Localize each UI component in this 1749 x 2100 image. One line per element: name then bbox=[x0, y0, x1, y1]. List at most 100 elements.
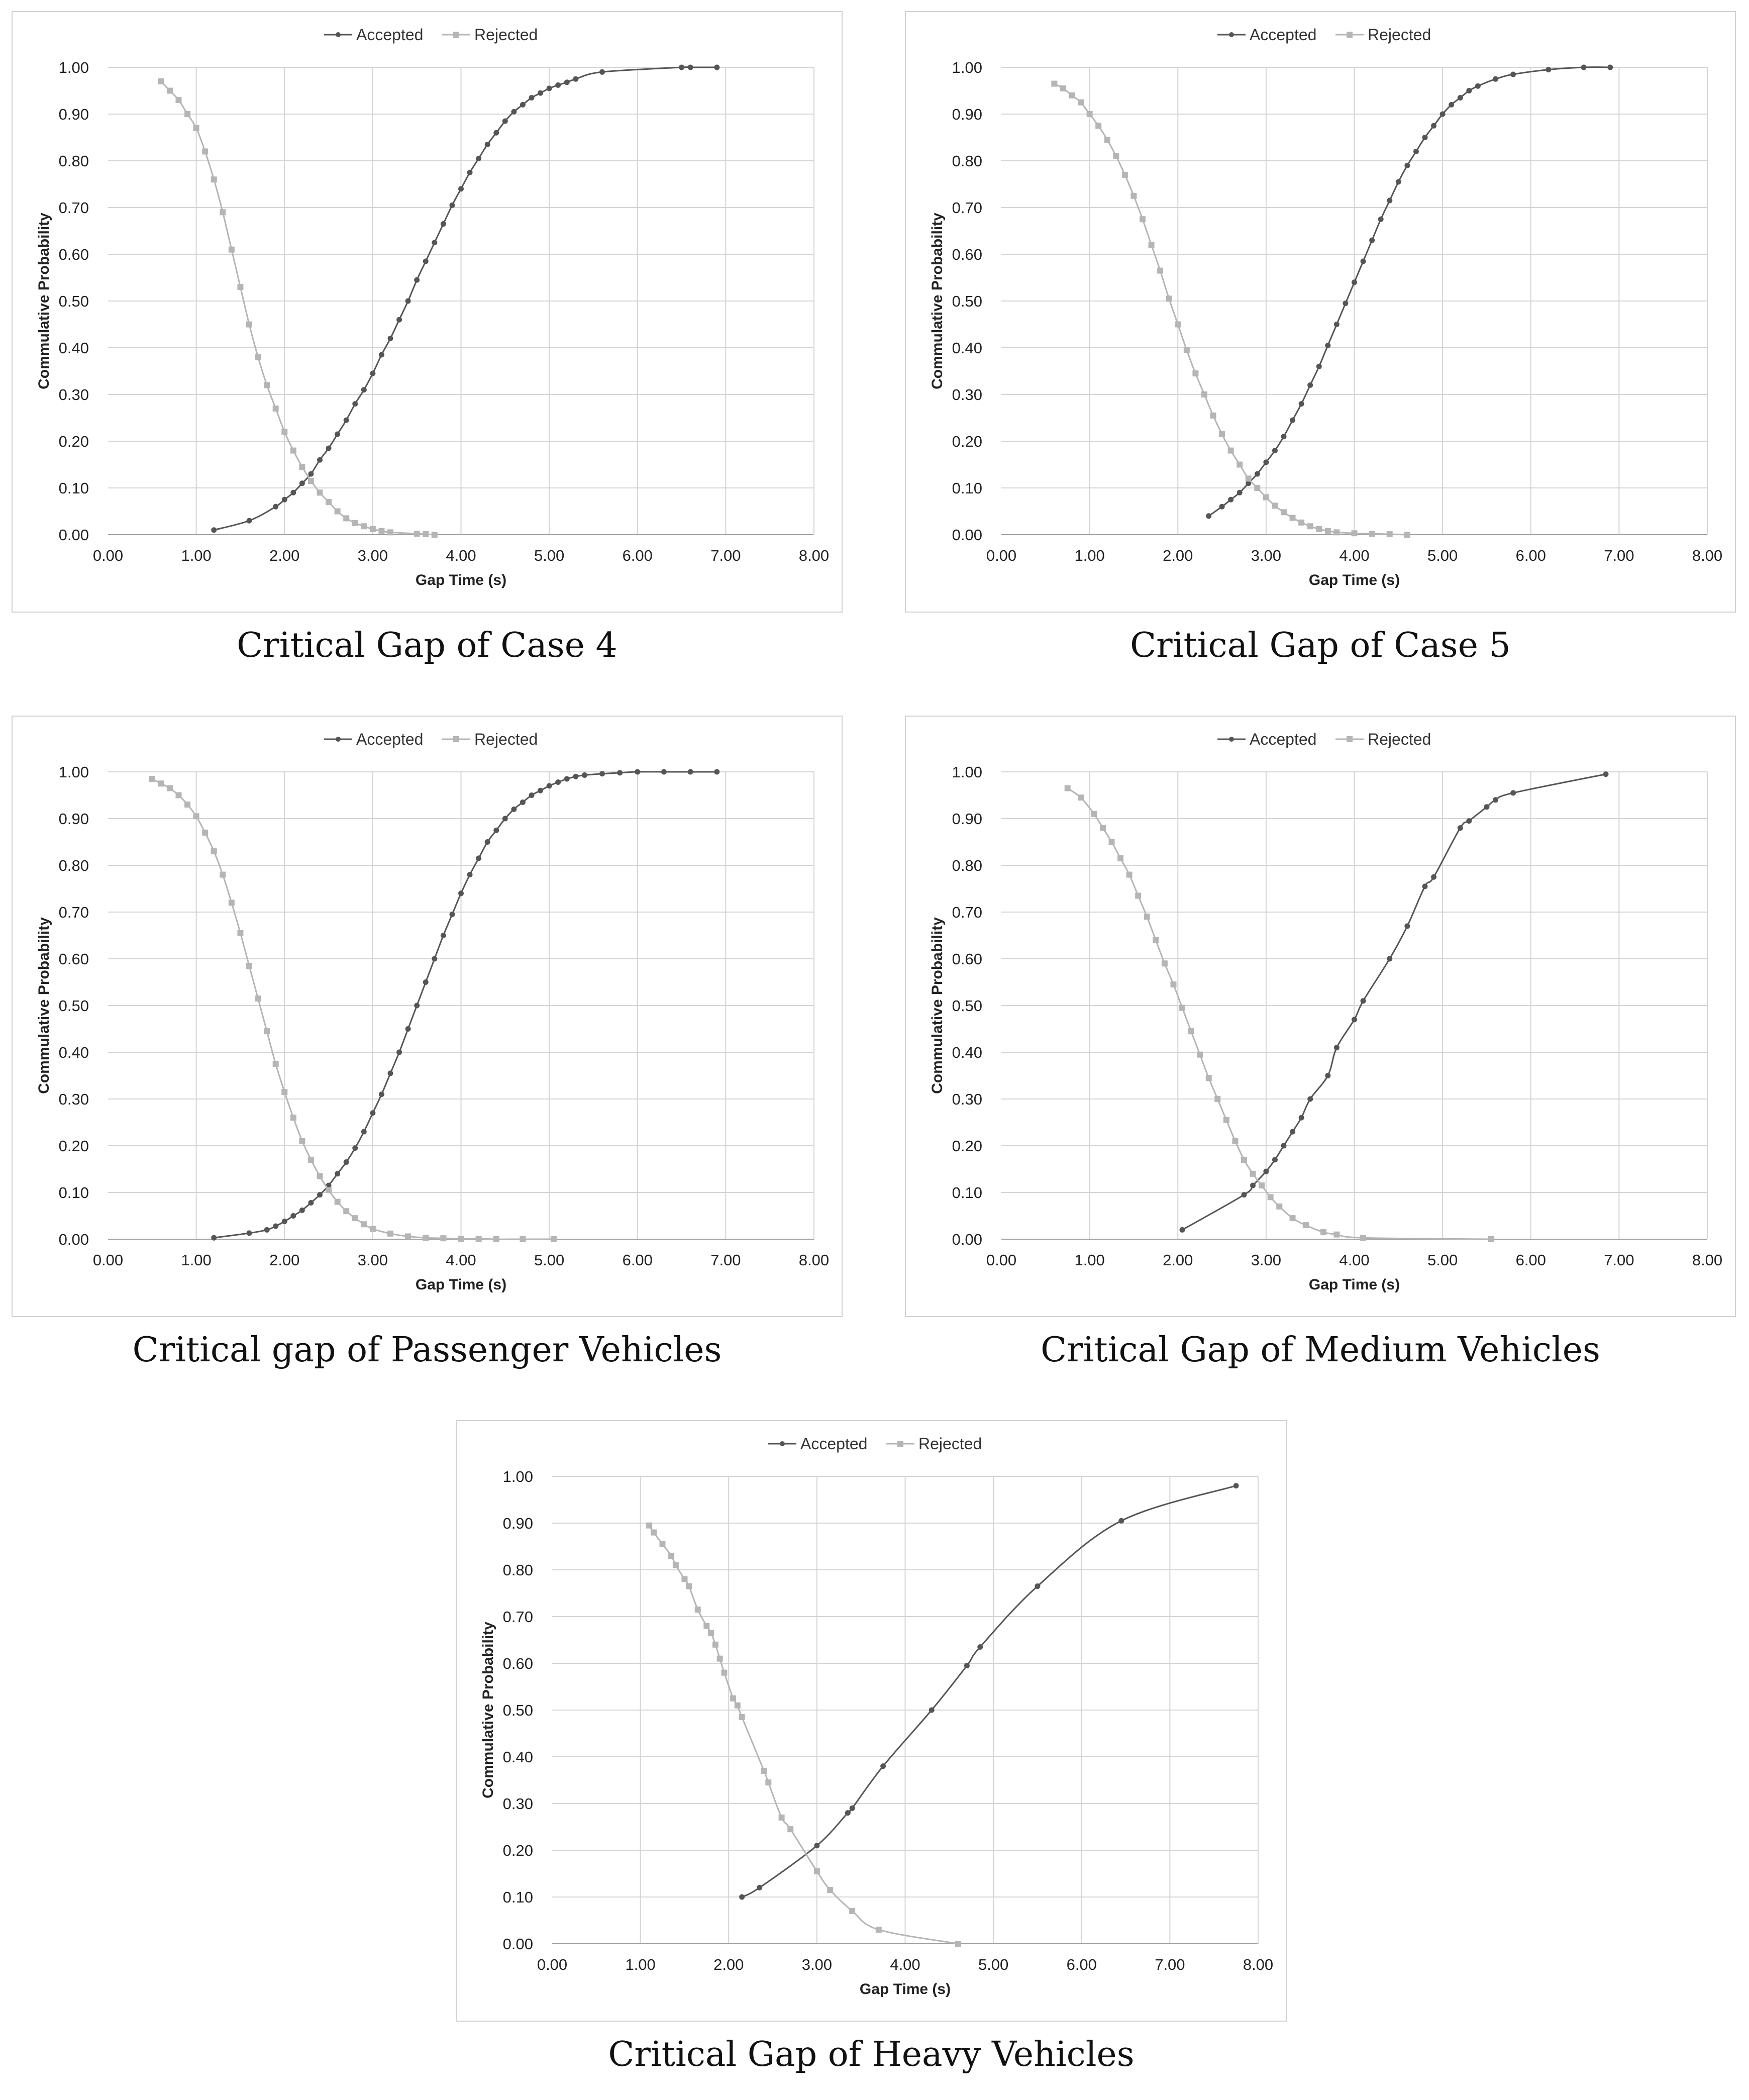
data-point-accepted bbox=[1281, 1143, 1287, 1149]
x-tick-label: 3.00 bbox=[358, 547, 388, 564]
y-tick-label: 0.40 bbox=[952, 339, 982, 357]
legend-marker-accepted bbox=[336, 32, 341, 37]
data-point-accepted bbox=[511, 109, 517, 115]
data-point-accepted bbox=[581, 772, 587, 778]
series-line-accepted bbox=[214, 66, 717, 531]
data-point-accepted bbox=[564, 79, 570, 85]
x-axis-title: Gap Time (s) bbox=[416, 1276, 506, 1293]
data-point-rejected bbox=[361, 1221, 367, 1228]
chart-medium-vehicles: 0.00 1.00 2.00 3.00 4.00 5.00 6.00 7.00 8.00 0.00… bbox=[929, 730, 1722, 1293]
x-axis-title: Gap Time (s) bbox=[1309, 572, 1400, 588]
data-point-rejected bbox=[778, 1814, 785, 1821]
data-point-rejected bbox=[334, 508, 341, 515]
data-point-rejected bbox=[1263, 494, 1269, 501]
data-point-rejected bbox=[686, 1583, 692, 1589]
data-point-accepted bbox=[714, 64, 720, 70]
data-point-accepted bbox=[1307, 1096, 1313, 1102]
data-point-accepted bbox=[1263, 459, 1269, 465]
data-point-accepted bbox=[1250, 1182, 1256, 1188]
y-tick-label: 0.20 bbox=[59, 433, 89, 450]
legend-label-accepted: Accepted bbox=[356, 26, 423, 44]
data-point-rejected bbox=[646, 1522, 653, 1529]
y-tick-label: 0.10 bbox=[952, 1184, 982, 1202]
data-point-accepted bbox=[599, 771, 605, 777]
x-axis-title: Gap Time (s) bbox=[1309, 1276, 1400, 1293]
data-point-accepted bbox=[573, 773, 579, 779]
data-point-rejected bbox=[343, 515, 350, 522]
x-tick-label: 1.00 bbox=[625, 1956, 655, 1973]
data-point-rejected bbox=[149, 775, 155, 782]
data-point-rejected bbox=[1272, 503, 1278, 509]
y-tick-label: 0.70 bbox=[59, 199, 89, 217]
legend-marker-rejected bbox=[897, 1441, 903, 1447]
data-point-rejected bbox=[1333, 1231, 1340, 1238]
chart-case5: 0.00 1.00 2.00 3.00 4.00 5.00 6.00 7.00 8.00 0.00… bbox=[929, 26, 1722, 588]
data-point-accepted bbox=[299, 480, 305, 486]
data-point-rejected bbox=[1324, 528, 1331, 534]
data-point-accepted bbox=[396, 1049, 402, 1055]
data-point-rejected bbox=[1302, 1222, 1309, 1229]
data-point-accepted bbox=[308, 1199, 314, 1206]
data-point-rejected bbox=[1241, 1156, 1247, 1163]
y-tick-label: 0.70 bbox=[503, 1608, 533, 1626]
x-tick-label: 5.00 bbox=[534, 1251, 564, 1269]
data-point-accepted bbox=[1369, 237, 1375, 243]
x-tick-label: 8.00 bbox=[1243, 1956, 1273, 1973]
data-point-accepted bbox=[343, 417, 349, 423]
data-point-rejected bbox=[550, 1236, 557, 1242]
y-tick-label: 0.60 bbox=[59, 950, 89, 968]
data-point-accepted bbox=[1352, 279, 1357, 285]
y-tick-label: 0.90 bbox=[952, 810, 982, 828]
x-tick-label: 1.00 bbox=[181, 1251, 211, 1269]
data-point-accepted bbox=[1237, 489, 1243, 495]
data-point-rejected bbox=[202, 148, 209, 155]
y-tick-label: 0.60 bbox=[952, 950, 982, 968]
data-point-rejected bbox=[650, 1529, 657, 1536]
data-point-accepted bbox=[1352, 1017, 1357, 1023]
data-point-rejected bbox=[228, 899, 235, 906]
data-point-accepted bbox=[246, 1230, 252, 1236]
legend-label-accepted: Accepted bbox=[1250, 26, 1316, 44]
data-point-rejected bbox=[1250, 1170, 1256, 1177]
data-point-rejected bbox=[272, 405, 279, 412]
data-point-accepted bbox=[1343, 301, 1349, 307]
data-point-rejected bbox=[1259, 1182, 1265, 1189]
data-point-accepted bbox=[538, 787, 544, 793]
data-point-accepted bbox=[352, 401, 358, 407]
data-point-accepted bbox=[326, 445, 332, 451]
data-point-rejected bbox=[1232, 1138, 1239, 1144]
data-point-accepted bbox=[1466, 818, 1472, 824]
series-line-rejected bbox=[160, 80, 435, 536]
data-point-rejected bbox=[1170, 981, 1177, 988]
data-point-rejected bbox=[1192, 370, 1199, 377]
chart-heavy-vehicles: 0.00 1.00 2.00 3.00 4.00 5.00 6.00 7.00 8.00 0.00… bbox=[480, 1435, 1273, 1997]
data-point-accepted bbox=[378, 1091, 384, 1097]
data-point-accepted bbox=[378, 352, 384, 358]
x-tick-label: 1.00 bbox=[1074, 547, 1104, 564]
data-point-accepted bbox=[432, 240, 438, 246]
series-line-rejected bbox=[648, 1525, 959, 1945]
x-tick-label: 5.00 bbox=[978, 1956, 1008, 1973]
data-point-rejected bbox=[1281, 509, 1287, 516]
x-tick-label: 1.00 bbox=[181, 547, 211, 564]
data-point-rejected bbox=[272, 1061, 279, 1067]
y-tick-label: 0.40 bbox=[503, 1748, 533, 1766]
data-point-accepted bbox=[387, 1070, 393, 1076]
data-point-accepted bbox=[1246, 480, 1252, 486]
data-point-rejected bbox=[681, 1576, 688, 1582]
x-tick-label: 5.00 bbox=[1427, 1251, 1458, 1269]
data-point-rejected bbox=[1135, 892, 1142, 899]
data-point-accepted bbox=[1307, 382, 1313, 388]
data-point-accepted bbox=[458, 186, 464, 192]
data-point-rejected bbox=[352, 520, 358, 526]
data-point-rejected bbox=[369, 1226, 376, 1232]
y-axis-title: Commulative Probability bbox=[36, 213, 52, 389]
chart-caption: Critical Gap of Medium Vehicles bbox=[1041, 1330, 1600, 1370]
data-point-accepted bbox=[1219, 504, 1225, 510]
data-point-accepted bbox=[687, 64, 693, 70]
data-point-accepted bbox=[964, 1663, 970, 1669]
data-point-rejected bbox=[1488, 1236, 1494, 1242]
data-point-accepted bbox=[1281, 434, 1287, 440]
data-point-rejected bbox=[193, 125, 199, 131]
data-point-accepted bbox=[1510, 790, 1516, 796]
